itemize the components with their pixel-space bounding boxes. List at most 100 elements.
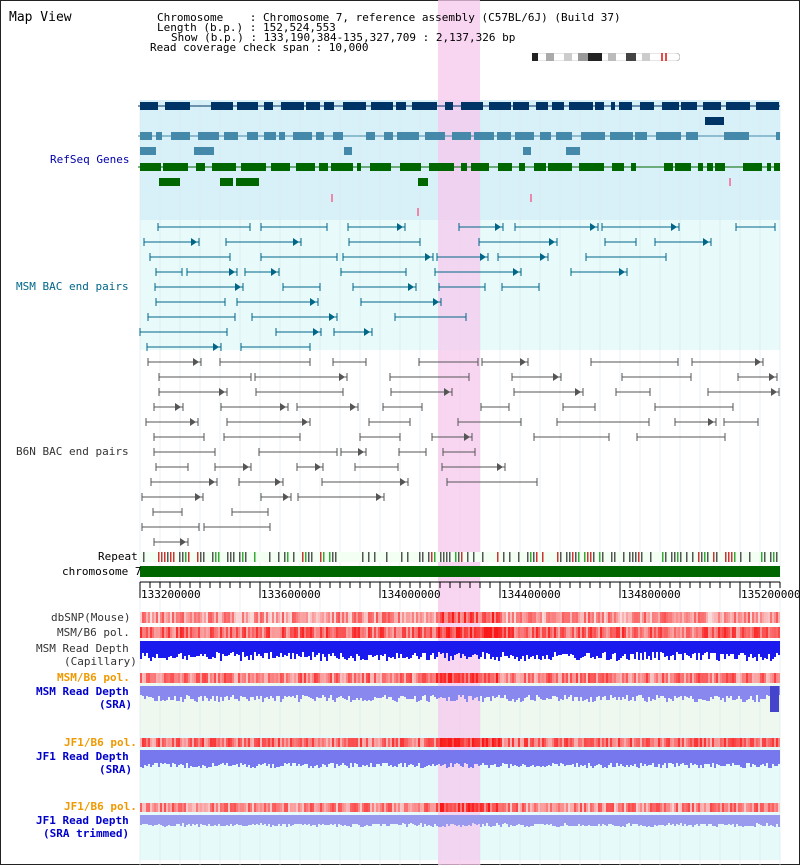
depth-bar xyxy=(354,686,356,700)
depth-bar xyxy=(660,641,662,652)
heat-cell xyxy=(708,803,710,812)
heat-cell xyxy=(190,738,192,747)
heat-cell xyxy=(236,627,238,638)
depth-bar xyxy=(360,750,362,767)
heat-cell xyxy=(212,612,214,623)
heat-cell xyxy=(280,627,282,638)
heat-cell xyxy=(740,627,742,638)
depth-bar xyxy=(742,815,744,827)
bac-arrow xyxy=(397,223,403,231)
depth-bar xyxy=(232,750,234,765)
b6n-bac-track[interactable] xyxy=(141,358,780,546)
heat-cell xyxy=(354,612,356,623)
heat-cell xyxy=(344,738,346,747)
depth-bar xyxy=(712,641,714,653)
heat-cell xyxy=(204,627,206,638)
depth-bar xyxy=(406,686,408,699)
heat-cell xyxy=(440,803,442,812)
gene-block xyxy=(445,102,453,110)
depth-bar xyxy=(562,815,564,826)
gene-block xyxy=(140,102,158,110)
depth-bar xyxy=(604,815,606,825)
heat-cell xyxy=(180,803,182,812)
repeat-element xyxy=(401,552,403,562)
heat-cell xyxy=(424,738,426,747)
heat-cell xyxy=(546,627,548,638)
heat-cell xyxy=(610,738,612,747)
repeat-track[interactable] xyxy=(140,552,780,562)
heat-cell xyxy=(690,673,692,683)
depth-bar xyxy=(552,750,554,763)
gene-block xyxy=(461,102,483,110)
heat-cell xyxy=(616,673,618,683)
gene-block xyxy=(331,163,353,171)
heat-cell xyxy=(616,803,618,812)
depth-bar xyxy=(470,815,472,826)
repeat-element xyxy=(143,552,145,562)
depth-bar xyxy=(650,815,652,827)
heat-cell xyxy=(270,673,272,683)
heat-cell xyxy=(208,612,210,623)
depth-bar xyxy=(374,750,376,767)
depth-bar xyxy=(352,750,354,767)
bac-arrow xyxy=(235,283,241,291)
depth-bar xyxy=(248,750,250,765)
depth-bar xyxy=(612,641,614,654)
gene-block xyxy=(548,163,572,171)
heat-cell xyxy=(440,673,442,683)
heat-cell xyxy=(744,738,746,747)
depth-bar xyxy=(412,815,414,824)
heat-cell xyxy=(304,738,306,747)
depth-bar xyxy=(446,641,448,653)
chromosome-ideogram[interactable] xyxy=(532,53,680,61)
heat-cell xyxy=(266,612,268,623)
position-axis: 133200000 133600000 134000000 134400000 1348… xyxy=(139,581,800,601)
repeat-element xyxy=(599,552,601,562)
depth-bar xyxy=(632,750,634,766)
heat-cell xyxy=(216,673,218,683)
heat-cell xyxy=(570,612,572,623)
heat-cell xyxy=(752,627,754,638)
gene-block xyxy=(247,132,258,140)
heat-cell xyxy=(288,803,290,812)
depth-bar xyxy=(242,750,244,765)
heat-cell xyxy=(448,673,450,683)
heat-cell xyxy=(334,612,336,623)
heat-cell xyxy=(490,612,492,623)
heat-cell xyxy=(612,627,614,638)
heat-cell xyxy=(560,673,562,683)
depth-bar xyxy=(474,641,476,654)
depth-bar xyxy=(330,750,332,763)
depth-bar xyxy=(238,750,240,767)
gene-block xyxy=(497,132,511,140)
heat-cell xyxy=(192,627,194,638)
heat-cell xyxy=(526,627,528,638)
heat-cell xyxy=(212,803,214,812)
depth-bar xyxy=(702,641,704,655)
heat-cell xyxy=(150,673,152,683)
heat-cell xyxy=(500,612,502,623)
depth-bar xyxy=(520,750,522,766)
refseq-genes-track[interactable] xyxy=(138,102,780,216)
heat-cell xyxy=(152,738,154,747)
depth-bar xyxy=(284,750,286,763)
repeat-element xyxy=(707,552,709,562)
msm-bac-track[interactable] xyxy=(139,223,776,351)
depth-bar xyxy=(442,815,444,826)
heat-cell xyxy=(580,673,582,683)
depth-bar xyxy=(488,815,490,826)
repeat-element xyxy=(431,552,433,562)
heat-cell xyxy=(398,803,400,812)
depth-bar xyxy=(698,641,700,653)
heat-cell xyxy=(582,803,584,812)
heat-cell xyxy=(702,612,704,623)
depth-bar xyxy=(684,815,686,824)
selected-region-highlight[interactable] xyxy=(438,0,480,865)
depth-bar xyxy=(712,686,714,699)
heat-cell xyxy=(330,673,332,683)
heat-cell xyxy=(386,738,388,747)
heat-cell xyxy=(698,627,700,638)
depth-bar xyxy=(744,815,746,826)
heat-cell xyxy=(678,738,680,747)
depth-bar xyxy=(450,815,452,824)
